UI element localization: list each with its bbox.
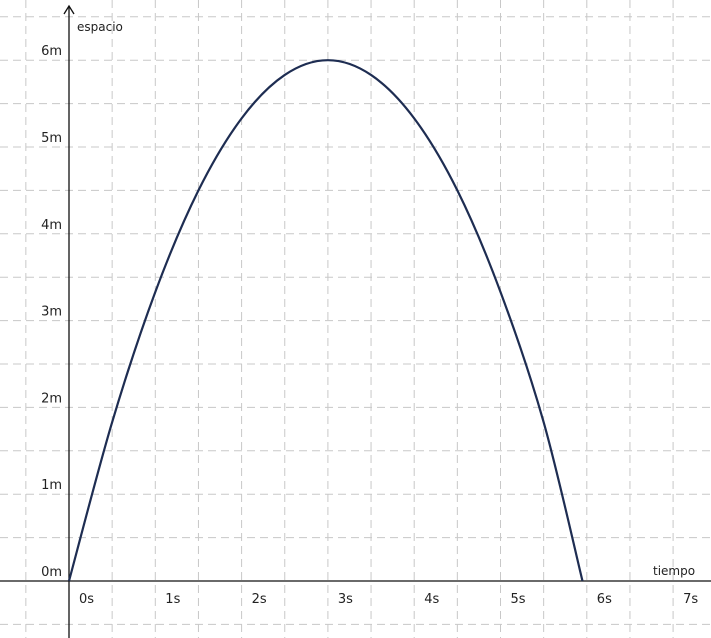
axes [0, 4, 711, 638]
y-tick-label: 1m [41, 478, 62, 493]
y-tick-label: 5m [41, 131, 62, 146]
x-tick-label: 3s [338, 592, 353, 607]
x-tick-label: 7s [683, 592, 698, 607]
series-group [67, 59, 584, 582]
y-tick-label: 2m [41, 391, 62, 406]
x-tick-label: 0s [79, 592, 94, 607]
x-tick-label: 5s [511, 592, 526, 607]
x-axis-title: tiempo [653, 564, 695, 578]
y-tick-label: 6m [41, 44, 62, 59]
tick-labels: 0s 1s 2s 3s 4s 5s 6s 7s 0m 1m 2m 3m 4m 5m 6m [41, 44, 698, 607]
x-tick-label: 6s [597, 592, 612, 607]
y-tick-label: 0m [41, 565, 62, 580]
x-tick-label: 2s [252, 592, 267, 607]
series-line [67, 59, 584, 582]
x-tick-label: 4s [424, 592, 439, 607]
y-axis-arrow-icon [63, 4, 75, 15]
y-axis-title: espacio [77, 20, 123, 34]
y-tick-label: 3m [41, 305, 62, 320]
x-tick-label: 1s [165, 592, 180, 607]
y-tick-label: 4m [41, 218, 62, 233]
